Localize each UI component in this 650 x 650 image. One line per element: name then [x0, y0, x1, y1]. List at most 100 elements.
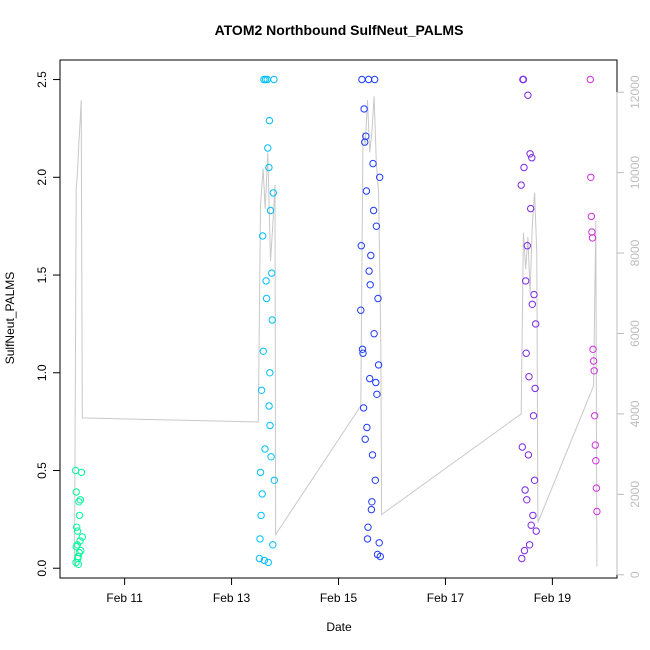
- right-tick-label: 10000: [628, 156, 642, 190]
- data-point: [264, 144, 272, 152]
- data-point: [262, 294, 271, 303]
- data-point: [77, 468, 86, 477]
- data-point: [256, 535, 264, 543]
- data-point: [520, 546, 529, 555]
- x-tick-label: Feb 15: [320, 591, 358, 605]
- data-point: [73, 523, 81, 531]
- data-point: [77, 546, 85, 555]
- data-point: [72, 488, 80, 496]
- data-point: [260, 556, 269, 565]
- data-point: [529, 511, 537, 520]
- data-point: [367, 505, 376, 514]
- data-point: [261, 75, 270, 84]
- data-point: [375, 539, 383, 547]
- data-point: [363, 423, 371, 432]
- data-point: [368, 498, 376, 506]
- x-axis-label: Date: [326, 620, 352, 634]
- data-point: [588, 228, 596, 236]
- series-group: [586, 75, 601, 516]
- data-point: [523, 242, 531, 250]
- data-point: [74, 560, 83, 568]
- data-point: [76, 537, 84, 545]
- data-point: [269, 189, 277, 197]
- data-point: [522, 349, 530, 357]
- data-point: [587, 173, 595, 182]
- data-point: [531, 384, 539, 393]
- data-point: [359, 349, 367, 357]
- data-point: [366, 374, 374, 383]
- data-point: [357, 242, 365, 250]
- data-point: [270, 476, 278, 484]
- data-point: [374, 294, 382, 303]
- data-point: [264, 558, 272, 567]
- data-point: [75, 548, 84, 557]
- data-point: [525, 541, 534, 549]
- data-point: [517, 181, 525, 189]
- data-points: [71, 75, 601, 568]
- data-point: [266, 206, 275, 215]
- altitude-polyline: [74, 96, 598, 567]
- y-tick-label: 1.0: [35, 364, 49, 381]
- data-point: [527, 204, 535, 213]
- data-point: [593, 507, 601, 516]
- data-point: [361, 435, 369, 443]
- data-point: [361, 138, 369, 146]
- data-point: [592, 457, 600, 465]
- series-group: [71, 466, 87, 568]
- y-axis-label: SulfNeut_PALMS: [3, 272, 17, 365]
- data-point: [374, 361, 383, 369]
- data-point: [376, 552, 384, 561]
- data-point: [360, 105, 368, 113]
- right-tick-label: 0: [628, 571, 642, 578]
- right-tick-label: 12000: [628, 75, 642, 109]
- data-point: [266, 369, 274, 377]
- data-point: [532, 527, 540, 535]
- data-point: [369, 206, 378, 215]
- data-point: [261, 445, 269, 453]
- right-tick-label: 8000: [628, 239, 642, 266]
- y-tick-label: 2.5: [35, 71, 49, 88]
- y-tick-label: 2.0: [35, 169, 49, 186]
- data-point: [526, 150, 534, 158]
- data-point: [522, 277, 530, 285]
- y-tick-label: 0.0: [35, 560, 49, 577]
- data-point: [527, 521, 535, 529]
- data-point: [371, 75, 379, 84]
- data-point: [75, 511, 84, 520]
- data-point: [257, 386, 266, 394]
- data-point: [592, 484, 601, 492]
- data-point: [359, 404, 368, 412]
- data-point: [266, 421, 274, 430]
- data-point: [257, 511, 265, 520]
- data-point: [363, 535, 372, 543]
- data-point: [589, 345, 597, 353]
- data-point: [376, 173, 384, 182]
- data-point: [75, 498, 83, 506]
- right-axis: 0 2000 4000 6000 8000 10000 12000: [616, 75, 642, 578]
- x-tick-label: Feb 17: [427, 591, 465, 605]
- y-tick-label: 1.5: [35, 266, 49, 283]
- data-point: [357, 306, 365, 314]
- x-tick-label: Feb 19: [534, 591, 572, 605]
- data-point: [72, 543, 81, 551]
- data-point: [269, 541, 277, 549]
- data-point: [367, 251, 375, 260]
- data-point: [370, 330, 378, 338]
- data-point: [528, 154, 536, 162]
- data-point: [74, 552, 82, 561]
- data-point: [259, 347, 267, 355]
- data-point: [369, 159, 377, 168]
- data-point: [588, 234, 597, 242]
- data-point: [530, 476, 539, 484]
- data-point: [591, 441, 599, 449]
- data-point: [590, 367, 598, 375]
- x-tick-label: Feb 11: [106, 591, 143, 605]
- data-point: [366, 281, 374, 289]
- data-point: [519, 75, 527, 84]
- data-point: [523, 496, 531, 504]
- data-point: [524, 91, 532, 99]
- data-point: [589, 357, 598, 365]
- data-point: [362, 187, 371, 195]
- x-tick-label: Feb 13: [213, 591, 251, 605]
